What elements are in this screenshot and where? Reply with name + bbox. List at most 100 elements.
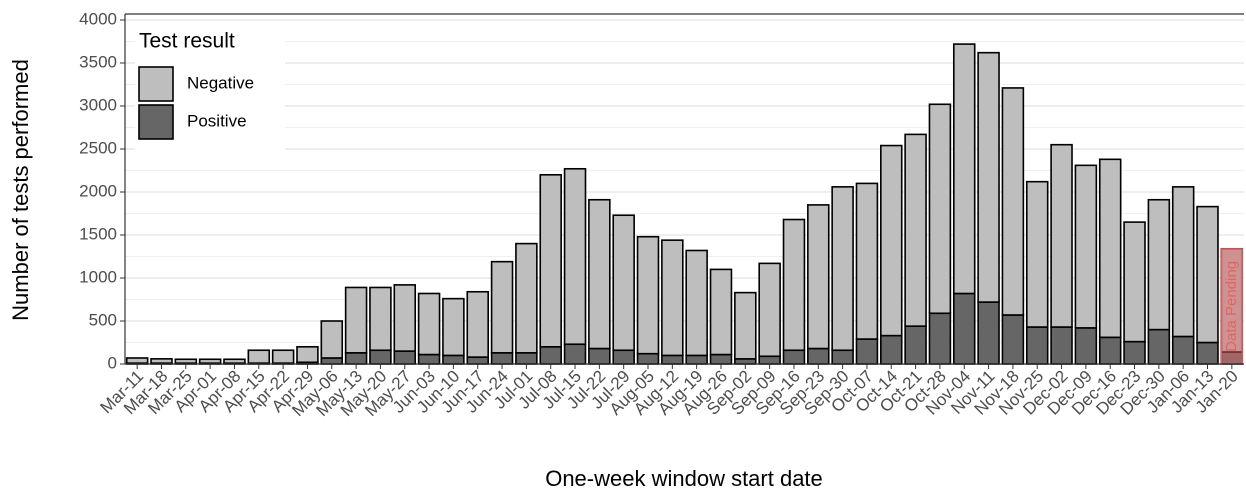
bar-segment xyxy=(782,349,806,365)
bar-segment xyxy=(709,353,733,365)
bar-segment xyxy=(1196,205,1219,344)
bar-segment xyxy=(198,358,222,364)
bar-segment xyxy=(466,356,489,365)
bar-segment xyxy=(320,357,344,365)
bar-segment xyxy=(685,249,708,357)
bar-segment xyxy=(952,292,976,365)
bar-segment xyxy=(855,338,879,365)
bar-segment xyxy=(442,354,465,365)
bar-segment xyxy=(417,292,441,356)
y-tick-label: 3000 xyxy=(79,95,117,114)
bar-segment xyxy=(1171,186,1195,338)
bar-segment xyxy=(612,349,635,365)
bar-segment xyxy=(1050,143,1073,328)
bar-segment xyxy=(1074,327,1098,365)
bar-segment xyxy=(952,43,976,295)
x-axis-title: One-week window start date xyxy=(545,466,823,491)
bar-segment xyxy=(977,51,1000,303)
bar-segment xyxy=(880,144,903,337)
bar-segment xyxy=(831,349,854,365)
bar-segment xyxy=(223,358,246,364)
legend-label: Negative xyxy=(187,73,254,92)
bar-segment xyxy=(417,353,441,365)
bar-segment xyxy=(661,354,684,365)
legend-swatch xyxy=(138,104,174,140)
legend-label: Positive xyxy=(187,111,247,130)
bar-segment xyxy=(442,297,465,357)
bar-segment xyxy=(247,349,271,364)
bar-segment xyxy=(758,355,781,365)
bar-segment xyxy=(612,214,635,352)
bar-segment xyxy=(1196,341,1219,365)
bar-segment xyxy=(588,198,611,350)
y-tick-label: 0 xyxy=(108,353,117,372)
bar-segment xyxy=(1147,328,1171,365)
bar-segment xyxy=(369,349,392,365)
bar-segment xyxy=(1001,87,1025,316)
bar-segment xyxy=(344,286,368,354)
bar-segment xyxy=(977,301,1000,365)
bar-segment xyxy=(904,133,927,327)
bar-segment xyxy=(515,242,538,354)
bar-segment xyxy=(174,358,198,364)
bar-segment xyxy=(1171,335,1195,365)
y-tick-label: 1500 xyxy=(79,224,117,243)
bar-segment xyxy=(393,350,417,365)
bar-segment xyxy=(1147,198,1171,331)
legend-swatch xyxy=(138,66,174,102)
y-tick-label: 4000 xyxy=(79,9,117,28)
annotation: Data Pending xyxy=(1223,261,1240,352)
bar-segment xyxy=(125,357,149,364)
bar-segment xyxy=(150,358,173,364)
bar-segment xyxy=(685,354,708,365)
bar-segment xyxy=(588,347,611,365)
bar-segment xyxy=(1123,221,1146,343)
bar-segment xyxy=(1050,326,1073,365)
bar-segment xyxy=(928,312,952,365)
bar-segment xyxy=(296,345,319,364)
bar-segment xyxy=(636,352,660,365)
bar-segment xyxy=(344,352,368,365)
bar-segment xyxy=(661,239,684,357)
bar-segment xyxy=(831,186,854,352)
bar-segment xyxy=(758,262,781,358)
bar-segment xyxy=(271,349,295,364)
bar-segment xyxy=(393,284,417,352)
bar-segment xyxy=(515,352,538,365)
legend-title: Test result xyxy=(139,30,235,53)
y-tick-label: 2500 xyxy=(79,138,117,157)
bar-segment xyxy=(1025,326,1049,365)
bar-segment xyxy=(320,320,344,359)
bar-segment xyxy=(709,268,733,356)
y-tick-label: 500 xyxy=(89,310,117,329)
bar-segment xyxy=(928,103,952,315)
bar-segment xyxy=(1098,336,1122,365)
bar-segment xyxy=(1098,158,1122,339)
bar-segment xyxy=(539,345,562,365)
bar-segment xyxy=(539,174,562,348)
y-tick-label: 1000 xyxy=(79,267,117,286)
bar-segment xyxy=(1074,164,1098,329)
bar-segment xyxy=(782,218,806,352)
bar-segment xyxy=(807,204,830,350)
bar-segment xyxy=(636,235,660,355)
bar-segment xyxy=(855,182,879,340)
bar-segment xyxy=(466,290,489,358)
bar-segment xyxy=(1001,314,1025,365)
y-axis-title: Number of tests performed xyxy=(8,59,33,321)
legend: Test result Negative Positive xyxy=(135,22,285,150)
bar-segment xyxy=(490,352,514,365)
bar-segment xyxy=(807,347,830,365)
bar-segment xyxy=(904,325,927,365)
y-tick-label: 2000 xyxy=(79,181,117,200)
bar-segment xyxy=(1025,180,1049,328)
bar-segment xyxy=(563,343,587,365)
bar-segment xyxy=(734,291,757,360)
bar-segment xyxy=(563,167,587,346)
bar-segment xyxy=(490,260,514,354)
bar-segment xyxy=(369,286,392,352)
bar-segment xyxy=(880,334,903,365)
bar-segment xyxy=(1123,340,1146,365)
y-tick-label: 3500 xyxy=(79,52,117,71)
